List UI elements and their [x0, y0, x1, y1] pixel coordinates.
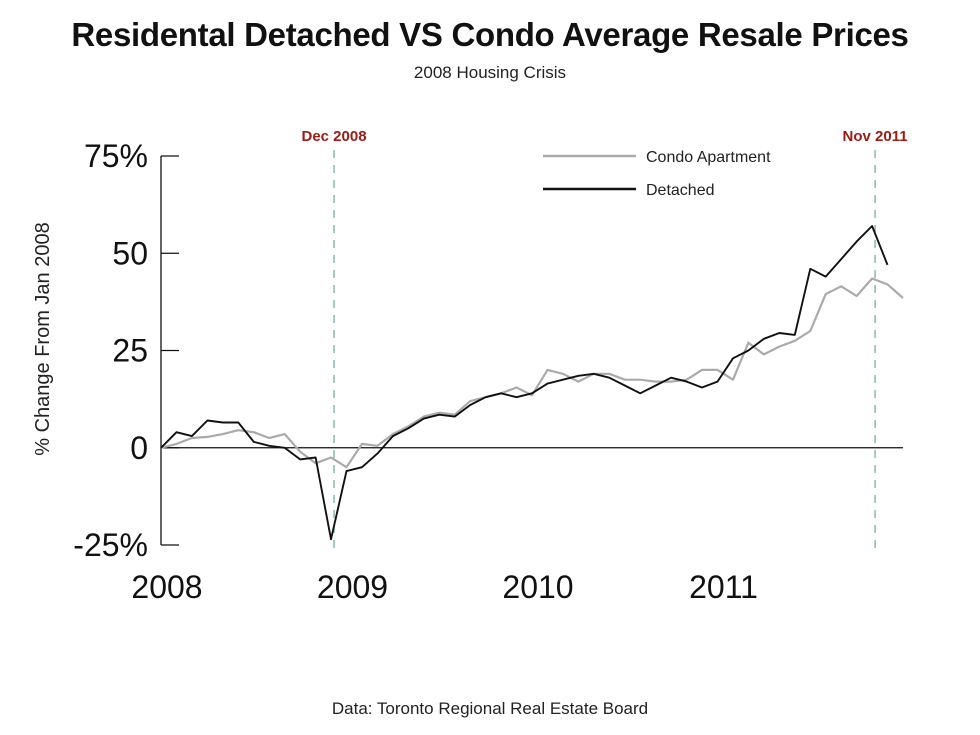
y-tick-label: 75% [84, 138, 148, 174]
series-line-detached [160, 225, 889, 541]
chart-subtitle: 2008 Housing Crisis [413, 63, 567, 82]
x-tick-label: 2011 [689, 569, 758, 605]
legend-label: Detached [646, 182, 715, 199]
annotation-label: Nov 2011 [843, 128, 908, 145]
annotation-label: Dec 2008 [302, 128, 367, 145]
legend: Condo Apartment Detached [543, 149, 771, 199]
y-tick-label: 25 [112, 333, 148, 369]
axes: 75% 50 25 0 -25% 2008 2009 2010 2011 [73, 138, 903, 605]
series-lines [160, 225, 904, 541]
x-tick-label: 2010 [502, 569, 573, 605]
legend-label: Condo Apartment [646, 149, 771, 166]
data-source-note: Data: Toronto Regional Real Estate Board [331, 699, 649, 718]
x-tick-label: 2008 [131, 569, 202, 605]
x-tick-label: 2009 [317, 569, 388, 605]
y-tick-label: -25% [73, 527, 148, 563]
series-line-condo-apartment [160, 277, 904, 469]
y-axis-label: % Change From Jan 2008 [32, 222, 54, 455]
chart-title: Residental Detached VS Condo Average Res… [71, 16, 909, 53]
y-tick-label: 0 [130, 430, 148, 466]
annotation-lines: Dec 2008 Nov 2011 [302, 128, 908, 550]
y-tick-label: 50 [112, 235, 148, 271]
